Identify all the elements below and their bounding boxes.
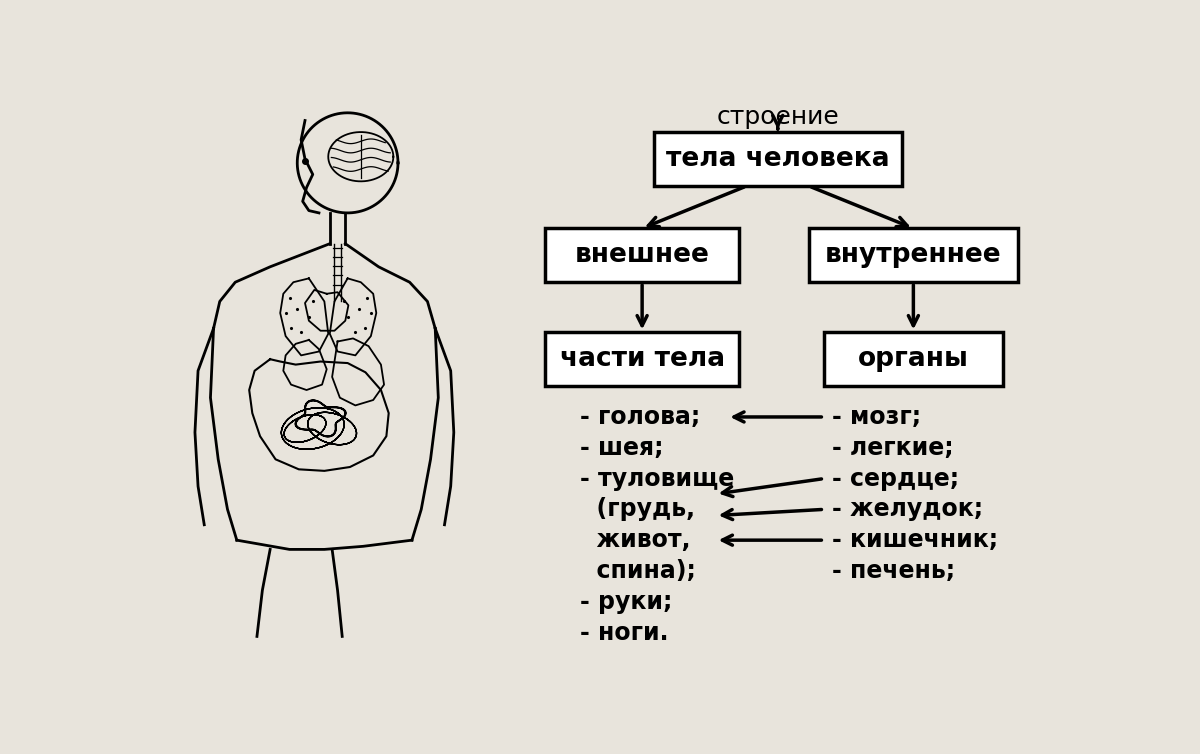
Text: спина);: спина); (580, 559, 696, 583)
Text: органы: органы (858, 346, 968, 372)
FancyBboxPatch shape (545, 333, 739, 386)
FancyBboxPatch shape (545, 228, 739, 282)
Text: - легкие;: - легкие; (832, 436, 954, 460)
Text: тела человека: тела человека (666, 146, 889, 172)
Text: - руки;: - руки; (580, 590, 672, 614)
FancyBboxPatch shape (654, 132, 901, 186)
Text: строение: строение (716, 105, 839, 129)
Text: (грудь,: (грудь, (580, 498, 695, 521)
Text: - желудок;: - желудок; (832, 498, 983, 521)
Text: внешнее: внешнее (575, 242, 709, 268)
Text: - туловище: - туловище (580, 467, 734, 491)
Text: - голова;: - голова; (580, 405, 701, 429)
Text: - печень;: - печень; (832, 559, 955, 583)
Text: живот,: живот, (580, 528, 691, 552)
Text: части тела: части тела (559, 346, 725, 372)
Text: - шея;: - шея; (580, 436, 664, 460)
Text: внутреннее: внутреннее (826, 242, 1002, 268)
Text: - кишечник;: - кишечник; (832, 528, 998, 552)
FancyBboxPatch shape (809, 228, 1018, 282)
FancyBboxPatch shape (824, 333, 1002, 386)
Text: - мозг;: - мозг; (832, 405, 922, 429)
Text: - ноги.: - ноги. (580, 621, 668, 645)
Text: - сердце;: - сердце; (832, 467, 959, 491)
